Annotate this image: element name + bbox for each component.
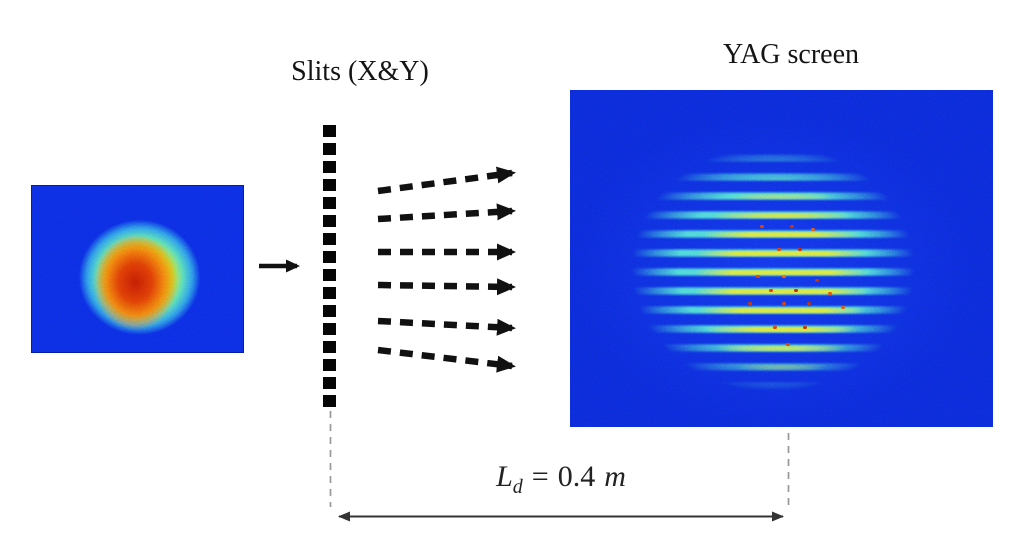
distance-label: Ld = 0.4 m xyxy=(431,460,691,497)
beamlet-arrow-5 xyxy=(377,317,516,336)
slit-mask xyxy=(323,125,336,408)
beamlet-arrow-6 xyxy=(377,346,516,373)
noise-texture xyxy=(570,90,993,427)
distance-operator: = xyxy=(531,460,549,493)
noise-texture xyxy=(32,186,243,352)
beamlet-arrow-2 xyxy=(377,203,516,223)
distance-value: 0.4 xyxy=(557,460,596,493)
beamlet-arrow-1 xyxy=(377,166,516,195)
distance-symbol: L xyxy=(496,460,513,493)
slits-label: Slits (X&Y) xyxy=(291,56,429,87)
input-beam-image xyxy=(31,185,244,353)
distance-subscript: d xyxy=(512,476,523,498)
distance-unit: m xyxy=(604,460,626,493)
yag-screen-image xyxy=(570,90,993,427)
yag-screen-label: YAG screen xyxy=(722,39,860,70)
beamlet-arrow-4 xyxy=(377,278,516,296)
